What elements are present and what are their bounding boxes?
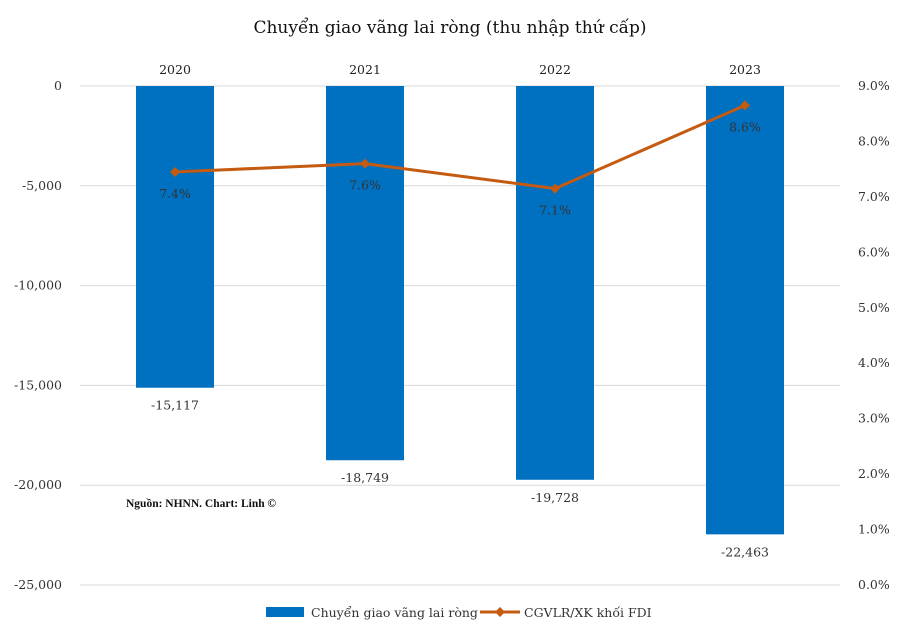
right-tick-label: 5.0% xyxy=(858,300,890,315)
line-value-label: 8.6% xyxy=(729,119,761,134)
bar-value-label: -19,728 xyxy=(531,490,579,505)
category-axis: 2020 2021 2022 2023 xyxy=(159,62,761,77)
legend: Chuyển giao vãng lai ròng CGVLR/XK khối … xyxy=(266,605,652,620)
left-tick-label: -25,000 xyxy=(14,577,62,592)
source-note: Nguồn: NHNN. Chart: Linh © xyxy=(126,497,277,510)
line-marker xyxy=(170,166,180,177)
right-tick-label: 6.0% xyxy=(858,244,890,259)
line-marker xyxy=(550,183,560,194)
left-tick-label: -10,000 xyxy=(14,278,62,293)
right-tick-label: 7.0% xyxy=(858,189,890,204)
legend-bar-label: Chuyển giao vãng lai ròng xyxy=(311,605,478,620)
right-tick-label: 9.0% xyxy=(858,78,890,93)
bar xyxy=(706,86,784,535)
line-value-label: 7.1% xyxy=(539,203,571,218)
legend-line-marker xyxy=(495,607,505,617)
left-tick-label: -5,000 xyxy=(22,178,62,193)
bar-series xyxy=(136,86,784,535)
bar-value-label: -18,749 xyxy=(341,470,389,485)
right-tick-label: 3.0% xyxy=(858,411,890,426)
category-label: 2021 xyxy=(349,62,381,77)
left-tick-label: 0 xyxy=(54,78,62,93)
right-tick-label: 8.0% xyxy=(858,133,890,148)
line-path xyxy=(174,104,746,191)
left-axis: 0 -5,000 -10,000 -15,000 -20,000 -25,000 xyxy=(14,78,62,592)
bar-value-label: -15,117 xyxy=(151,398,199,413)
left-tick-label: -20,000 xyxy=(14,477,62,492)
line-marker xyxy=(360,158,370,169)
right-tick-label: 2.0% xyxy=(858,466,890,481)
category-label: 2022 xyxy=(539,62,571,77)
left-tick-label: -15,000 xyxy=(14,377,62,392)
legend-line-label: CGVLR/XK khối FDI xyxy=(524,605,652,620)
right-tick-label: 0.0% xyxy=(858,577,890,592)
category-label: 2023 xyxy=(729,62,761,77)
line-value-label: 7.4% xyxy=(159,186,191,201)
right-axis: 9.0% 8.0% 7.0% 6.0% 5.0% 4.0% 3.0% 2.0% 1.0% 0.0% xyxy=(858,78,890,592)
bar xyxy=(516,86,594,480)
chart-title: Chuyển giao vãng lai ròng (thu nhập thứ … xyxy=(253,18,646,38)
line-marker xyxy=(740,100,750,111)
category-label: 2020 xyxy=(159,62,191,77)
bar-value-label: -22,463 xyxy=(721,544,769,559)
bar xyxy=(326,86,404,461)
bar xyxy=(136,86,214,388)
line-value-label: 7.6% xyxy=(349,178,381,193)
legend-bar-swatch xyxy=(266,607,304,617)
line-series xyxy=(170,100,750,194)
right-tick-label: 1.0% xyxy=(858,522,890,537)
data-labels: -15,117 -18,749 -19,728 -22,463 7.4% 7.6% 7.1%… xyxy=(151,119,769,559)
right-tick-label: 4.0% xyxy=(858,355,890,370)
